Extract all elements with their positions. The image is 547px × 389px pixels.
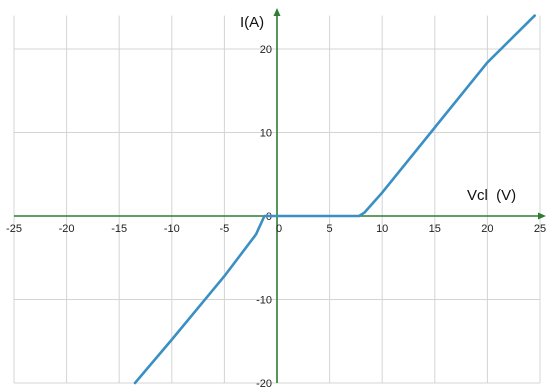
x-tick-label: 10 xyxy=(376,223,388,235)
x-axis-arrow xyxy=(538,212,546,220)
x-axis-title: Vcl (V) xyxy=(467,187,516,204)
x-tick-label: 0 xyxy=(276,223,282,235)
y-tick-label: 10 xyxy=(260,128,272,140)
x-tick-label: 15 xyxy=(429,223,441,235)
y-tick-label: -20 xyxy=(256,378,272,389)
x-tick-label: -20 xyxy=(59,223,75,235)
x-tick-label: 20 xyxy=(481,223,493,235)
x-tick-label: -25 xyxy=(6,223,22,235)
x-tick-labels: -25 -20 -15 -10 -5 0 5 10 15 20 25 xyxy=(6,223,546,235)
x-tick-label: -15 xyxy=(111,223,127,235)
x-tick-label: -5 xyxy=(220,223,230,235)
x-tick-label: 5 xyxy=(327,223,333,235)
y-axis-title: I(A) xyxy=(240,14,264,31)
y-tick-label: 20 xyxy=(260,44,272,56)
x-tick-label: 25 xyxy=(534,223,546,235)
y-axis-arrow xyxy=(273,8,281,16)
series-line xyxy=(133,14,536,385)
y-tick-label: -10 xyxy=(256,295,272,307)
series-group xyxy=(133,14,536,385)
x-tick-label: -10 xyxy=(164,223,180,235)
